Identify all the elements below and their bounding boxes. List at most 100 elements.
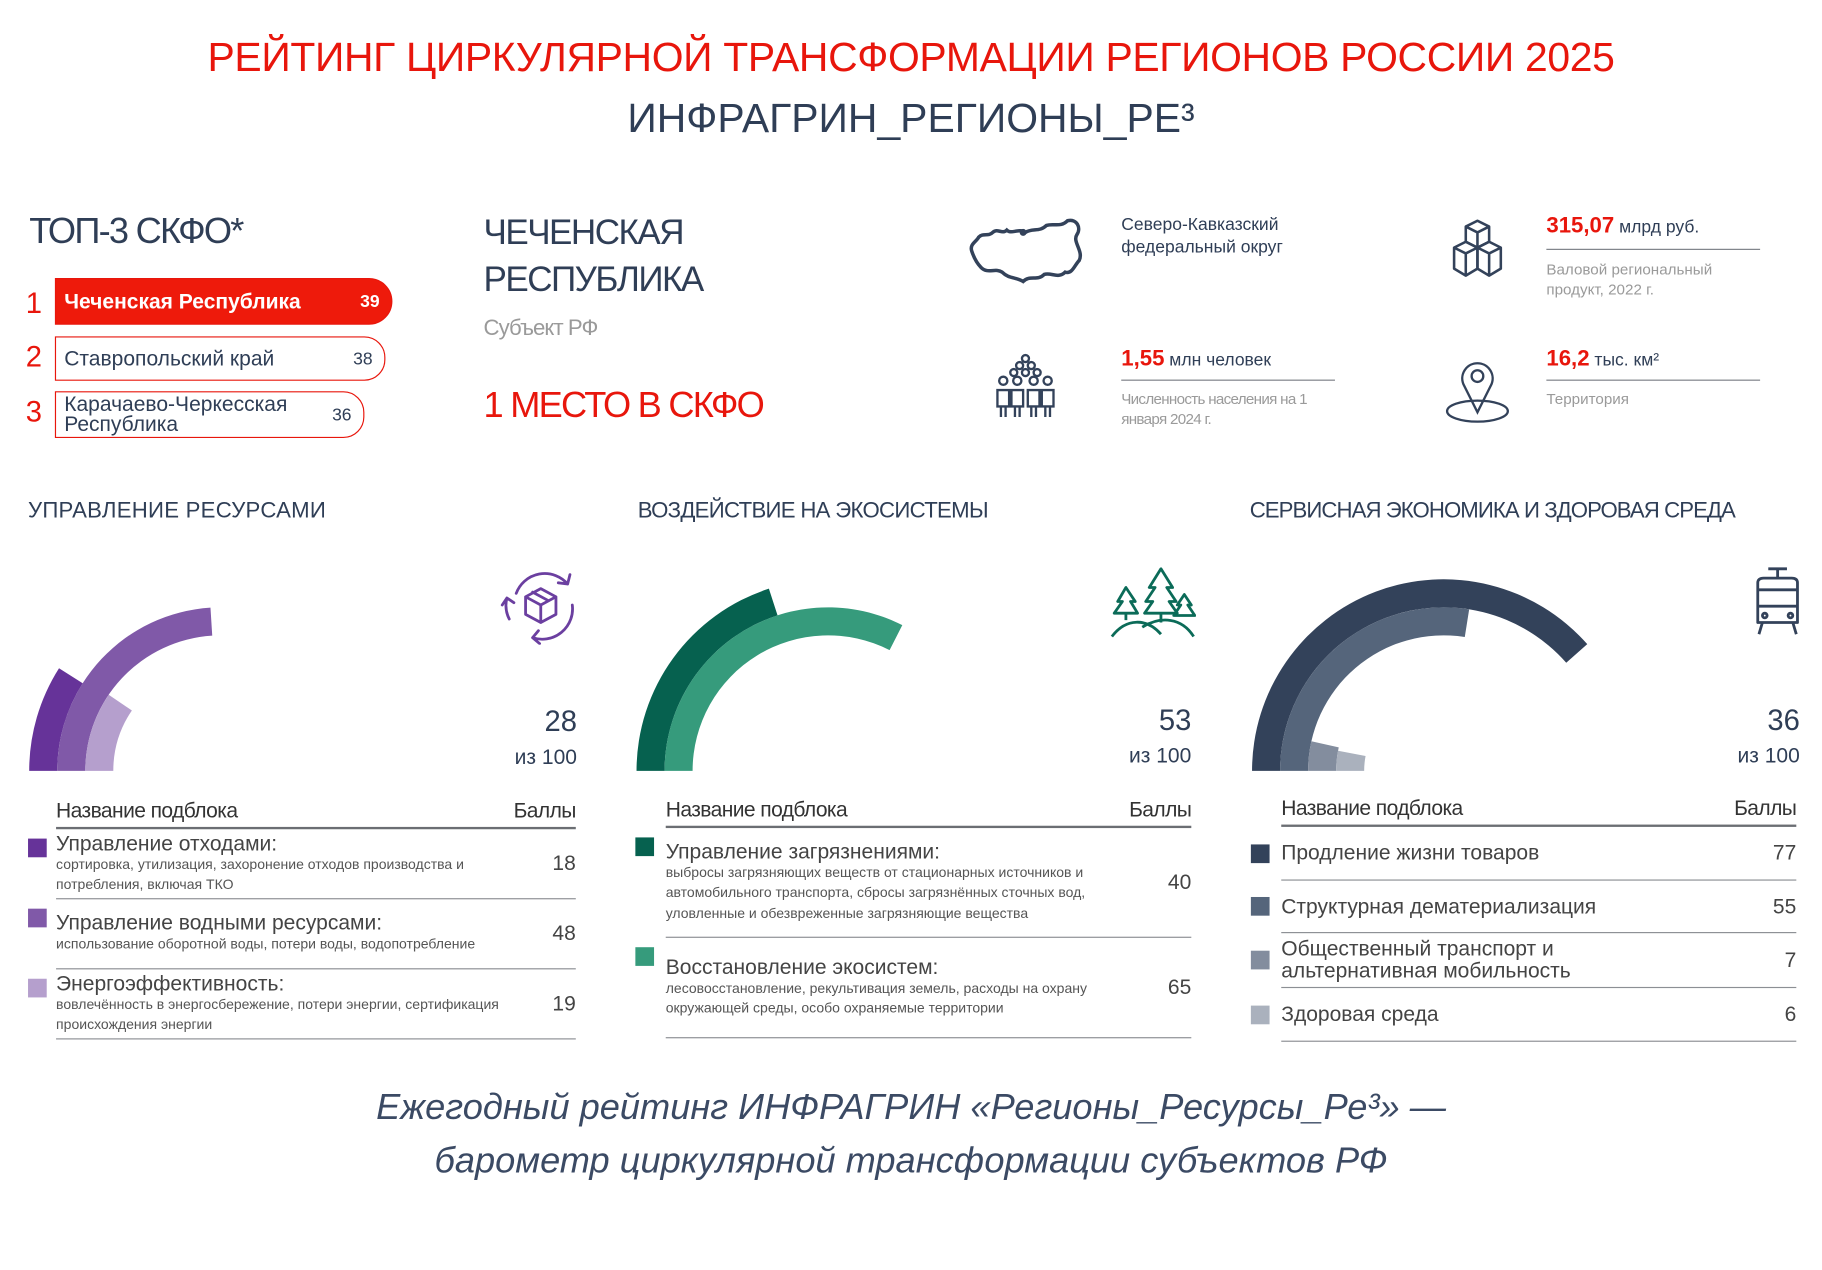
rank-item-2: Ставропольский край 38 [54,336,386,381]
gauge-chart-ecosystems [636,588,903,771]
top3-title: ТОП-3 СКФО* [29,210,244,252]
rank-name: Карачаево-Черкесская Республика [64,392,288,436]
subblock-description: использование оборотной воды, потери вод… [56,935,476,953]
rank-number: 3 [25,395,42,429]
area-value: 16,2 тыс. км² [1546,348,1659,371]
gauge-chart-service [1252,579,1588,771]
legend-swatch [1250,950,1270,970]
column-score-header: Баллы [513,798,577,823]
main-subtitle: ИНФРАГРИН_РЕГИОНЫ_РЕ³ [627,95,1195,142]
subblock-table-service: Название подблока Баллы Продление жизни … [1250,796,1797,1042]
table-row: Управление загрязнениями: выбросы загряз… [635,828,1192,938]
table-row: Управление отходами: сортировка, утилиза… [28,829,576,900]
tram-icon [1756,567,1799,635]
rank-name: Чеченская Республика [64,289,301,313]
gauge-arc [1280,607,1470,771]
table-row: Структурная дематериализация 55 [1250,881,1797,934]
subblock-score: 55 [1772,894,1797,918]
subblock-name: Здоровая среда [1281,1002,1439,1026]
subblock-name: Управление загрязнениями: [665,839,940,863]
area-label: Территория [1546,390,1629,408]
divider [1121,379,1335,381]
table-header: Название подблока Баллы [665,797,1192,829]
column-name-header: Название подблока [665,797,848,822]
table-row: Восстановление экосистем: лесовосстановл… [635,938,1192,1039]
subblock-name: Структурная дематериализация [1281,894,1597,918]
gauge-arc [1336,750,1366,771]
score-suffix: из 100 [1737,743,1800,768]
grp-label: Валовой региональный продукт, 2022 г. [1546,260,1713,298]
divider [1546,379,1761,381]
legend-swatch [28,908,47,928]
area-number: 16,2 [1546,346,1590,372]
subblock-score: 19 [552,991,576,1015]
legend-swatch [28,978,47,998]
subblock-score: 48 [552,921,576,945]
legend-swatch [1250,896,1270,916]
district-text: Северо-Кавказский федеральный округ [1121,214,1283,257]
legend-swatch [1250,1005,1270,1025]
trees-icon [1110,567,1196,638]
table-header: Название подблока Баллы [56,798,577,830]
cubes-icon [1452,219,1503,277]
table-row: Продление жизни товаров 77 [1250,827,1797,881]
legend-swatch [635,947,655,966]
subblock-score: 40 [1167,870,1192,894]
subblock-name: Управление водными ресурсами: [56,911,383,935]
section-title-ecosystems: ВОЗДЕЙСТВИЕ НА ЭКОСИСТЕМЫ [637,498,989,524]
subblock-table-ecosystems: Название подблока Баллы Управление загря… [635,797,1192,1039]
region-name: ЧЕЧЕНСКАЯ РЕСПУБЛИКА [483,213,705,299]
population-value: 1,55 млн человек [1121,348,1271,371]
subblock-name: Продление жизни товаров [1281,840,1540,865]
column-score-header: Баллы [1734,796,1797,820]
rank-score: 36 [332,404,352,425]
grp-unit: млрд руб. [1619,217,1700,238]
russia-map-icon [969,218,1082,284]
main-title: РЕЙТИНГ ЦИРКУЛЯРНОЙ ТРАНСФОРМАЦИИ РЕГИОН… [207,35,1615,81]
section-title-resources: УПРАВЛЕНИЕ РЕСУРСАМИ [28,498,327,524]
subblock-table-resources: Название подблока Баллы Управление отход… [28,798,577,1040]
table-row: Общественный транспорт и альтернативная … [1250,933,1797,989]
grp-value: 315,07 млрд руб. [1546,215,1699,238]
legend-swatch [1250,844,1270,864]
footer-line-2: барометр циркулярной трансформации субъе… [434,1139,1388,1181]
score-suffix: из 100 [1129,743,1192,768]
gauge-arc [664,607,903,771]
column-name-header: Название подблока [56,798,238,823]
map-pin-icon [1445,362,1509,423]
subblock-score: 65 [1167,975,1192,999]
legend-swatch [28,838,47,858]
subblock-name: Управление отходами: [56,830,278,855]
subblock-score: 77 [1772,840,1797,865]
subblock-description: выбросы загрязняющих веществ от стациона… [665,863,1086,922]
subblock-description: сортировка, утилизация, захоронение отхо… [56,855,464,893]
score-service: 36 [1767,704,1800,737]
rank-score: 39 [360,291,380,312]
gauge-arc [636,588,778,771]
subblock-name: Восстановление экосистем: [665,954,939,979]
column-score-header: Баллы [1129,797,1192,822]
rank-number: 2 [25,341,42,374]
gauge-chart-resources [29,607,213,771]
subblock-name: Общественный транспорт и альтернативная … [1281,936,1571,983]
table-row: Здоровая среда 6 [1250,988,1797,1042]
recycle-box-icon [500,572,574,645]
gauge-arc [57,607,213,771]
footer-line-1: Ежегодный рейтинг ИНФРАГРИН «Регионы_Рес… [376,1086,1446,1128]
score-resources: 28 [544,705,577,739]
subblock-score: 18 [552,851,576,875]
divider [1546,248,1761,250]
population-number: 1,55 [1121,346,1165,372]
rank-number: 1 [25,287,42,321]
population-label: Численность населения на 1 января 2024 г… [1121,390,1307,428]
gauge-arc [1308,741,1339,771]
score-ecosystems: 53 [1158,704,1192,737]
rank-name: Ставропольский край [64,346,275,370]
area-unit: тыс. км² [1594,350,1660,371]
table-row: Управление водными ресурсами: использова… [28,899,576,970]
rank-item-1: Чеченская Республика 39 [54,277,393,325]
population-unit: млн человек [1169,350,1272,371]
subblock-description: лесовосстановление, рекультивация земель… [665,979,1088,1017]
column-name-header: Название подблока [1281,796,1463,820]
score-suffix: из 100 [514,745,577,769]
